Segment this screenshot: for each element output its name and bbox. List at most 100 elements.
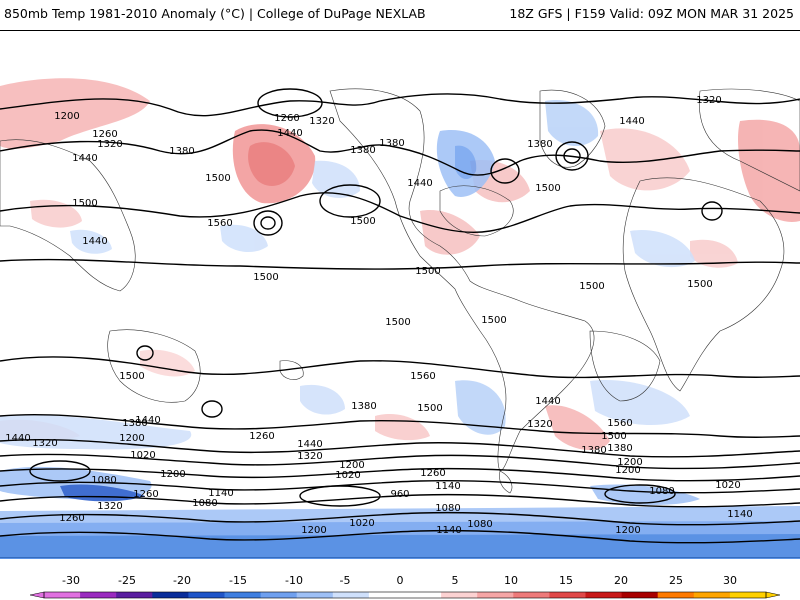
map-header: 850mb Temp 1981-2010 Anomaly (°C) | Coll… [0, 0, 800, 30]
colorbar-tick-label: 5 [452, 574, 459, 587]
contour-label: 1380 [122, 418, 147, 429]
height-contours [0, 88, 800, 544]
contour-label: 1320 [696, 95, 721, 106]
contour-label: 1380 [581, 445, 606, 456]
colorbar-tick-label: -20 [173, 574, 191, 587]
colorbar-tick-label: -15 [229, 574, 247, 587]
contour-label: 1320 [527, 419, 552, 430]
colorbar-segment [260, 592, 298, 598]
contour-label: 1080 [649, 486, 674, 497]
colorbar-tick-label: 20 [614, 574, 628, 587]
contour-label: 1500 [72, 198, 97, 209]
colorbar-max-arrow [765, 591, 781, 599]
contour-label: 1440 [619, 116, 644, 127]
contour-label: 1440 [535, 396, 560, 407]
contour-label: 1200 [617, 457, 642, 468]
colorbar-segment [296, 592, 334, 598]
contour-label: 1500 [579, 281, 604, 292]
contour-label: 1080 [435, 503, 460, 514]
contour-label: 1500 [481, 315, 506, 326]
contour-label: 1500 [205, 173, 230, 184]
contour-label: 1500 [385, 317, 410, 328]
contour-label: 1260 [274, 113, 299, 124]
colorbar-segment [80, 592, 117, 598]
colorbar-segment [116, 592, 153, 598]
contour-label: 1200 [160, 469, 185, 480]
contour-label: 1440 [135, 415, 160, 426]
contour-label: 1380 [351, 401, 376, 412]
contour-label: 1080 [91, 475, 116, 486]
contour-label: 1500 [253, 272, 278, 283]
contour-label: 1440 [72, 153, 97, 164]
contour-label: 1200 [54, 111, 79, 122]
contour-label: 1500 [417, 403, 442, 414]
colorbar-segment [729, 592, 767, 598]
contour-label: 1200 [119, 433, 144, 444]
colorbar-tick-label: -10 [285, 574, 303, 587]
contour-label: 1020 [130, 450, 155, 461]
contour-label: 1140 [727, 509, 752, 520]
colorbar-tick-label: 10 [504, 574, 518, 587]
contour-label: 1500 [687, 279, 712, 290]
colorbar-segment [621, 592, 659, 598]
contour-label: 1560 [410, 371, 435, 382]
contour-label: 1020 [335, 470, 360, 481]
colorbar-tick-label: -25 [118, 574, 136, 587]
colorbar-tick-label: 15 [559, 574, 573, 587]
colorbar-tick-label: 30 [723, 574, 737, 587]
contour-label: 1500 [119, 371, 144, 382]
contour-label: 1440 [277, 128, 302, 139]
contour-label: 1380 [527, 139, 552, 150]
contour-label: 1200 [339, 460, 364, 471]
colorbar-segment [44, 592, 81, 598]
contour-label: 1260 [249, 431, 274, 442]
colorbar-segment [549, 592, 586, 598]
colorbar-segment [152, 592, 189, 598]
colorbar-canvas: -30 -25 -20 -15 -10 -5 0 5 10 15 20 25 30 [29, 574, 781, 599]
colorbar-segment [405, 592, 442, 598]
contour-label: 1320 [97, 501, 122, 512]
colorbar-segment [477, 592, 514, 598]
contour-label: 1080 [467, 519, 492, 530]
contour-label: 1260 [420, 468, 445, 479]
contour-label: 1500 [535, 183, 560, 194]
colorbar-segment [657, 592, 695, 598]
colorbar-segment [441, 592, 478, 598]
contour-label: 1200 [615, 465, 640, 476]
contour-label: 1200 [301, 525, 326, 536]
colorbar-segment [513, 592, 550, 598]
contour-label: 1260 [133, 489, 158, 500]
product-title: 850mb Temp 1981-2010 Anomaly (°C) | Coll… [4, 6, 426, 21]
contour-label: 1320 [32, 438, 57, 449]
colorbar-border [43, 591, 767, 599]
contour-label: 1140 [435, 481, 460, 492]
coastlines [0, 88, 800, 494]
contour-label: 1020 [715, 480, 740, 491]
contour-label: 1500 [415, 266, 440, 277]
colorbar-segment [332, 592, 370, 598]
contour-label: 1320 [297, 451, 322, 462]
colorbar-segment [224, 592, 262, 598]
contour-label: 1320 [309, 116, 334, 127]
contour-label: 1500 [601, 431, 626, 442]
anomaly-colorbar: -30 -25 -20 -15 -10 -5 0 5 10 15 20 25 30 [0, 560, 800, 600]
colorbar-tick-label: 25 [669, 574, 683, 587]
contour-label: 1140 [436, 525, 461, 536]
contour-label: 1140 [208, 488, 233, 499]
contour-label: 1320 [97, 139, 122, 150]
contour-label: 1560 [207, 218, 232, 229]
contour-label: 1440 [5, 433, 30, 444]
contour-label: 1380 [169, 146, 194, 157]
contour-label: 1080 [192, 498, 217, 509]
contour-label-group: 1200 1260 1320 1440 1260 1320 1380 1500 … [5, 95, 752, 536]
model-run-info: 18Z GFS | F159 Valid: 09Z MON MAR 31 202… [509, 6, 794, 21]
weather-map: 1200 1260 1320 1440 1260 1320 1380 1500 … [0, 30, 800, 559]
contour-label: 1200 [615, 525, 640, 536]
contour-label: 1260 [92, 129, 117, 140]
contour-label: 1020 [349, 518, 374, 529]
contour-label: 1440 [82, 236, 107, 247]
contour-label: 1380 [607, 443, 632, 454]
colorbar-segment [188, 592, 225, 598]
map-canvas: 1200 1260 1320 1440 1260 1320 1380 1500 … [0, 78, 800, 559]
contour-label: 1500 [350, 216, 375, 227]
